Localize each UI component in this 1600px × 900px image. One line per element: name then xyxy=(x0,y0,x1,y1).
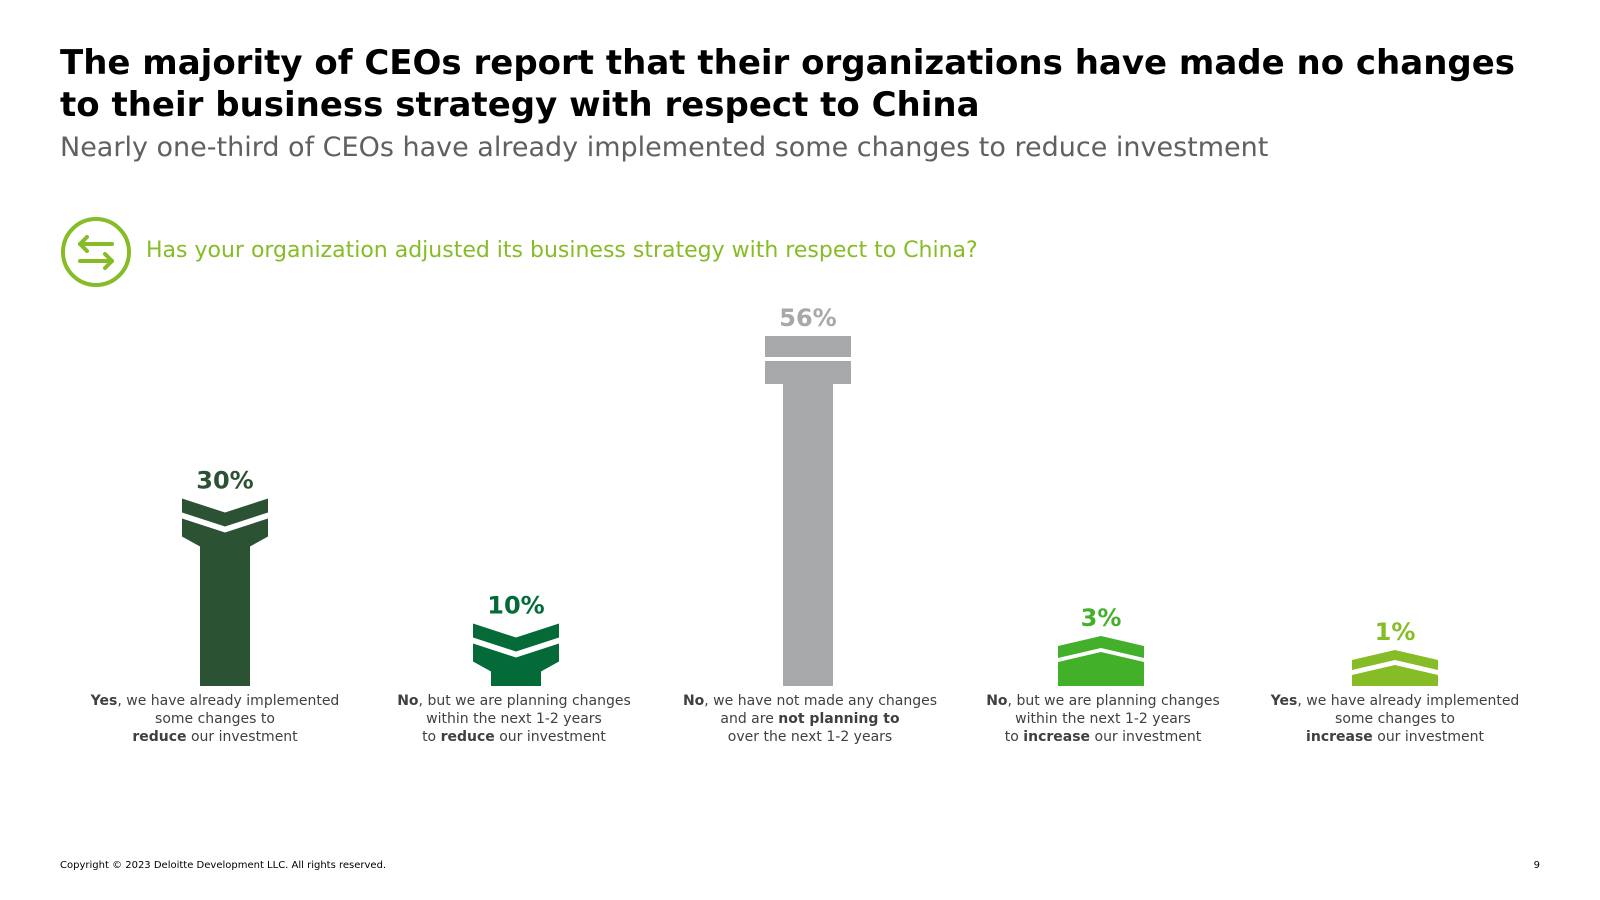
category-label-increase-planning: No, but we are planning changes within t… xyxy=(986,693,1220,745)
category-label-no-change: No, we have not made any changes and are… xyxy=(682,693,938,745)
bar-stem xyxy=(1076,676,1126,686)
bar-chart: 30% 10% 56% 3% 1% xyxy=(182,304,1438,686)
bar-chevron xyxy=(182,498,268,527)
bar-chevron xyxy=(1352,665,1438,686)
bar-chevron xyxy=(1352,650,1438,670)
bar-head-top xyxy=(765,336,851,357)
data-label: 56% xyxy=(779,304,836,332)
category-label-reduce-implemented: Yes, we have already implemented some ch… xyxy=(90,693,340,745)
survey-question: Has your organization adjusted its busin… xyxy=(146,238,978,263)
copyright-footer: Copyright © 2023 Deloitte Development LL… xyxy=(60,860,387,871)
bar-chevron xyxy=(473,623,559,652)
bar-chevron xyxy=(1058,652,1144,686)
category-label-increase-implemented: Yes, we have already implemented some ch… xyxy=(1270,693,1520,745)
data-label: 30% xyxy=(196,467,253,495)
bar-stem xyxy=(783,384,833,686)
bar-head-bottom xyxy=(765,361,851,384)
exchange-arrows-icon xyxy=(61,217,131,287)
page-subtitle: Nearly one-third of CEOs have already im… xyxy=(60,132,1269,163)
page-number: 9 xyxy=(1533,860,1540,871)
data-label: 1% xyxy=(1375,618,1416,646)
bar-chevron xyxy=(182,518,268,547)
bar-chevron xyxy=(1058,636,1144,658)
page-title: The majority of CEOs report that their o… xyxy=(60,43,1516,125)
data-label: 3% xyxy=(1081,604,1122,632)
category-label-reduce-planning: No, but we are planning changes within t… xyxy=(397,693,631,745)
bar-stem xyxy=(200,538,250,686)
bar-chevron xyxy=(473,643,559,672)
data-label: 10% xyxy=(487,592,544,620)
